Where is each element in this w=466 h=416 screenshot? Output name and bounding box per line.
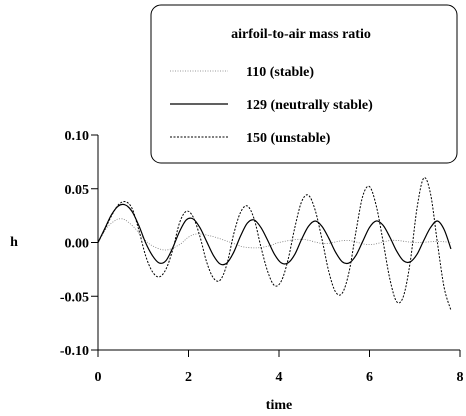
axes xyxy=(97,135,460,351)
x-tick-label: 2 xyxy=(185,370,192,385)
y-tick-label: -0.10 xyxy=(60,344,89,359)
y-tick-label: -0.05 xyxy=(60,290,89,305)
x-tick-label: 4 xyxy=(276,370,283,385)
y-tick-label: 0.00 xyxy=(65,237,90,252)
x-tick-label: 8 xyxy=(457,370,464,385)
legend-title: airfoil-to-air mass ratio xyxy=(231,27,371,42)
legend: airfoil-to-air mass ratio 110 (stable) 1… xyxy=(150,4,458,164)
y-axis-label: h xyxy=(10,235,18,250)
series-110-stable-line xyxy=(97,218,451,251)
y-tick-label: 0.10 xyxy=(65,129,90,144)
legend-box xyxy=(150,4,458,164)
x-axis-label: time xyxy=(266,398,292,413)
plot-lines xyxy=(97,177,452,311)
x-tick-label: 0 xyxy=(95,370,102,385)
y-tick-label: 0.05 xyxy=(65,183,90,198)
y-ticks: 0.10 0.05 0.00 -0.05 -0.10 xyxy=(60,129,98,359)
x-ticks: 0 2 4 6 8 xyxy=(95,350,464,385)
legend-label-110: 110 (stable) xyxy=(246,65,314,80)
series-150-unstable-line xyxy=(97,177,452,311)
legend-label-150: 150 (unstable) xyxy=(246,131,331,146)
legend-label-129: 129 (neutrally stable) xyxy=(246,98,373,113)
x-tick-label: 6 xyxy=(366,370,373,385)
series-129-neutrally-stable-line xyxy=(97,203,452,266)
